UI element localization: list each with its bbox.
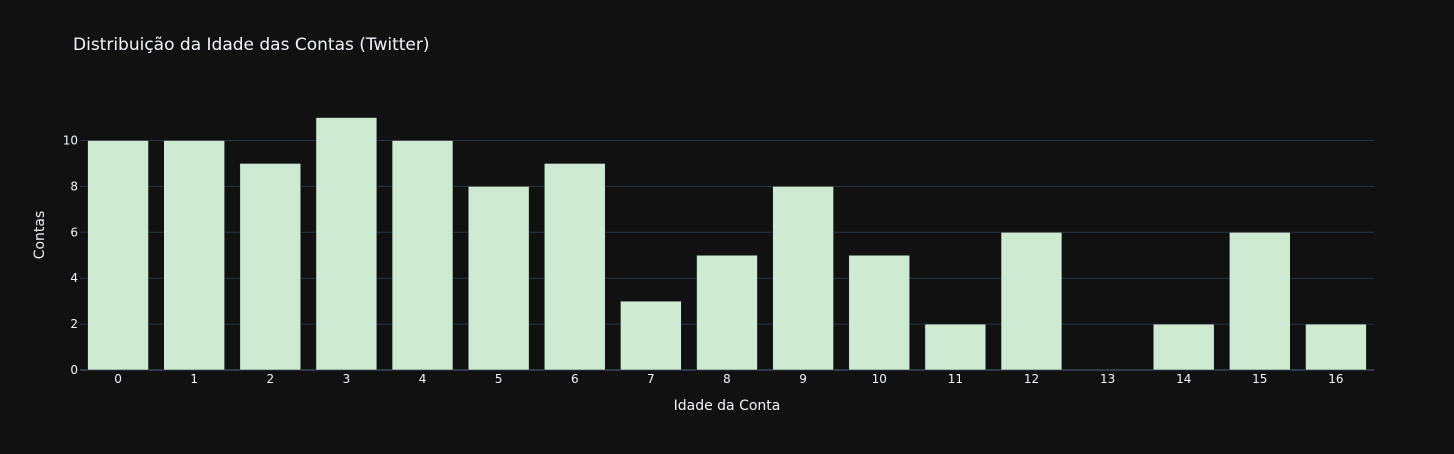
y-tick-label: 2 xyxy=(70,317,78,331)
y-tick-label: 0 xyxy=(70,363,78,377)
y-tick-label: 6 xyxy=(70,225,78,239)
bar-0 xyxy=(87,140,149,371)
x-tick-label: 8 xyxy=(723,372,731,386)
bar-11 xyxy=(924,323,987,371)
chart-title: Distribuição da Idade das Contas (Twitte… xyxy=(73,35,430,55)
x-axis-title: Idade da Conta xyxy=(674,398,781,414)
y-axis-ticks: 0 2 4 6 8 10 xyxy=(63,133,78,377)
bar-15 xyxy=(1229,232,1291,371)
bar-2 xyxy=(239,163,301,371)
bar-4 xyxy=(391,140,454,371)
bars xyxy=(87,117,1367,371)
y-tick-label: 10 xyxy=(63,133,78,147)
y-tick-label: 8 xyxy=(70,179,78,193)
bar-16 xyxy=(1305,323,1367,371)
bar-1 xyxy=(163,140,225,371)
x-tick-label: 1 xyxy=(190,372,198,386)
x-tick-label: 15 xyxy=(1252,372,1267,386)
x-tick-label: 6 xyxy=(571,372,579,386)
y-axis-title: Contas xyxy=(32,211,48,260)
bar-9 xyxy=(772,186,834,371)
x-tick-label: 13 xyxy=(1100,372,1115,386)
bar-8 xyxy=(696,254,758,371)
x-tick-label: 7 xyxy=(647,372,655,386)
x-tick-label: 0 xyxy=(114,372,122,386)
bar-7 xyxy=(620,300,682,371)
bar-14 xyxy=(1153,323,1215,371)
x-tick-label: 11 xyxy=(948,372,963,386)
x-tick-label: 16 xyxy=(1328,372,1343,386)
x-tick-label: 5 xyxy=(495,372,503,386)
bar-5 xyxy=(467,186,530,371)
x-tick-label: 14 xyxy=(1176,372,1191,386)
x-tick-label: 10 xyxy=(872,372,887,386)
x-tick-label: 9 xyxy=(799,372,807,386)
bar-12 xyxy=(1000,232,1063,371)
bar-6 xyxy=(544,163,606,371)
x-tick-label: 4 xyxy=(419,372,427,386)
x-tick-label: 3 xyxy=(343,372,351,386)
y-tick-label: 4 xyxy=(70,271,78,285)
x-axis-ticks: 0 1 2 3 4 5 6 7 8 9 10 11 12 13 14 15 16 xyxy=(114,372,1343,386)
x-tick-label: 2 xyxy=(266,372,274,386)
x-tick-label: 12 xyxy=(1024,372,1039,386)
bar-10 xyxy=(848,254,910,371)
bar-3 xyxy=(315,117,378,371)
